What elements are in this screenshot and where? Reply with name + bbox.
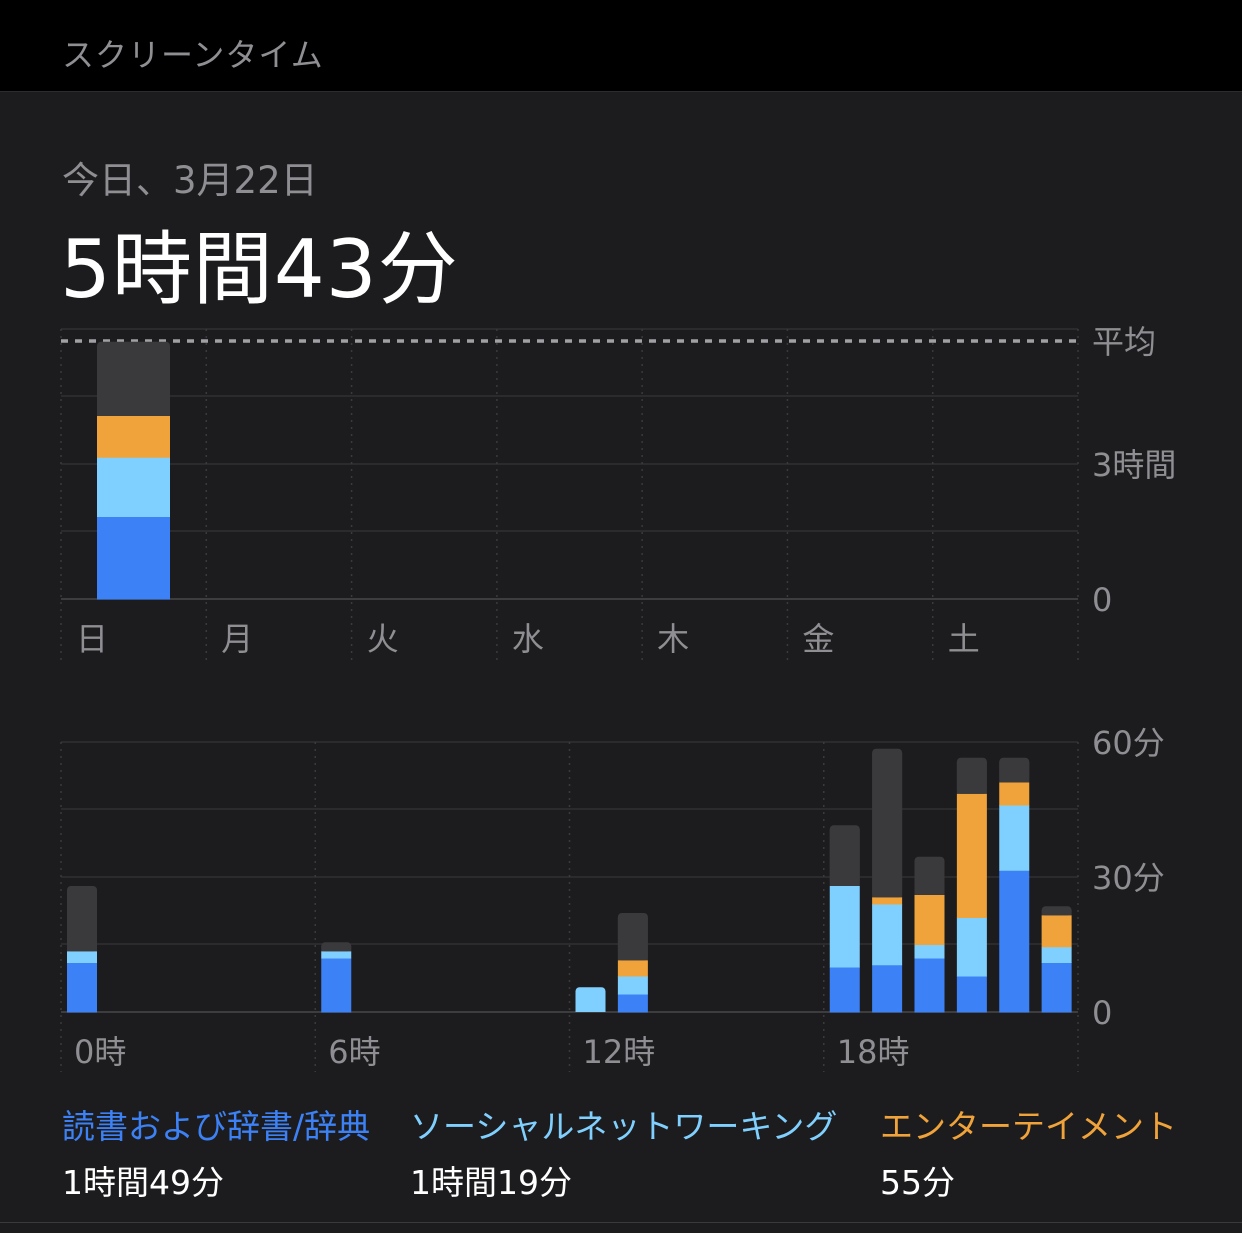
hour-bar-other-segment-base [872,752,903,898]
average-label: 平均 [1092,323,1156,361]
date-label: 今日、3月22日 [62,159,318,202]
hour-bar-entertainment-segment [956,793,987,918]
hour-bar-other-segment-base [999,761,1030,783]
hour-bar-social-segment [321,951,352,959]
legend-value-entertainment: 55分 [880,1163,955,1202]
hour-bar-social-segment [829,886,860,968]
hour-bar-reading-segment [617,994,648,1013]
hour-bar-other-segment-base [829,829,860,886]
total-screen-time: 5時間43分 [60,223,459,316]
hour-bar-entertainment-segment [617,960,648,977]
hour-bar-reading-segment [321,958,352,1013]
hour-bar-social-segment [67,951,97,963]
day-bar-reading-segment [97,516,170,600]
legend-item-reading[interactable]: 読書および辞書/辞典 1時間49分 [62,1100,370,1204]
hour-bar-reading-segment [956,976,987,1013]
hour-bar-other-segment-base [1041,910,1072,916]
day-label: 土 [948,620,980,658]
hour-bar-reading-segment [67,962,97,1013]
day-bar-social-segment [97,457,170,517]
hour-bar-entertainment-segment [914,895,945,945]
hour-bar-social-segment [617,976,648,995]
day-label: 月 [221,620,253,658]
hour-bar-social-segment-base [575,991,606,1012]
hour-bar-other-segment-base [321,946,352,952]
hour-bar-reading-segment [829,967,860,1013]
hour-bar-entertainment-segment [1041,915,1072,948]
day-label: 日 [76,620,108,658]
hour-bar-entertainment-segment [872,897,903,905]
hour-bar-other-segment-base [67,890,97,952]
legend-name-social: ソーシャルネットワーキング [410,1107,838,1146]
day-bar-entertainment-segment [97,416,170,458]
bottom-divider [0,1222,1242,1223]
hour-bar-other-segment-base [956,761,987,794]
week-y-tick-3h: 3時間 [1092,446,1176,484]
hour-bar-social-segment [999,805,1030,871]
legend-name-entertainment: エンターテイメント [880,1107,1177,1146]
hour-bar-social-segment [914,944,945,959]
hour-y-tick-30: 30分 [1092,859,1165,897]
day-bar-other-segment-base [97,345,170,416]
day-label: 木 [657,620,689,658]
hour-bar-reading-segment [1041,962,1072,1013]
hour-bar-entertainment-segment [999,782,1030,806]
hour-tick-label: 6時 [328,1033,380,1071]
hour-bar-social-segment [872,904,903,966]
hour-bar-social-segment [1041,946,1072,963]
hour-tick-label: 12時 [583,1033,656,1071]
hour-bar-reading-segment [914,958,945,1013]
hour-y-tick-0: 0 [1092,994,1112,1032]
hour-bar-other-segment-base [617,917,648,961]
hour-tick-label: 18時 [837,1033,910,1071]
day-label: 金 [802,620,834,658]
day-label: 火 [367,620,399,658]
legend-name-reading: 読書および辞書/辞典 [62,1107,371,1146]
hour-bar-reading-segment [872,964,903,1013]
hour-bar-reading-segment [999,870,1030,1013]
screen-title: スクリーンタイム [62,36,324,74]
week-y-tick-0: 0 [1092,581,1112,619]
hour-bar-other-segment-base [914,860,945,895]
hour-y-tick-60: 60分 [1092,724,1165,762]
top-bar: スクリーンタイム [0,0,1242,92]
legend-value-social: 1時間19分 [410,1163,572,1202]
hour-tick-label: 0時 [74,1033,126,1071]
legend-item-social[interactable]: ソーシャルネットワーキング 1時間19分 [410,1100,837,1204]
legend-value-reading: 1時間49分 [62,1163,224,1202]
hour-bar-social-segment [956,917,987,977]
legend-item-entertainment[interactable]: エンターテイメント 55分 [880,1100,1177,1204]
day-label: 水 [512,620,544,658]
